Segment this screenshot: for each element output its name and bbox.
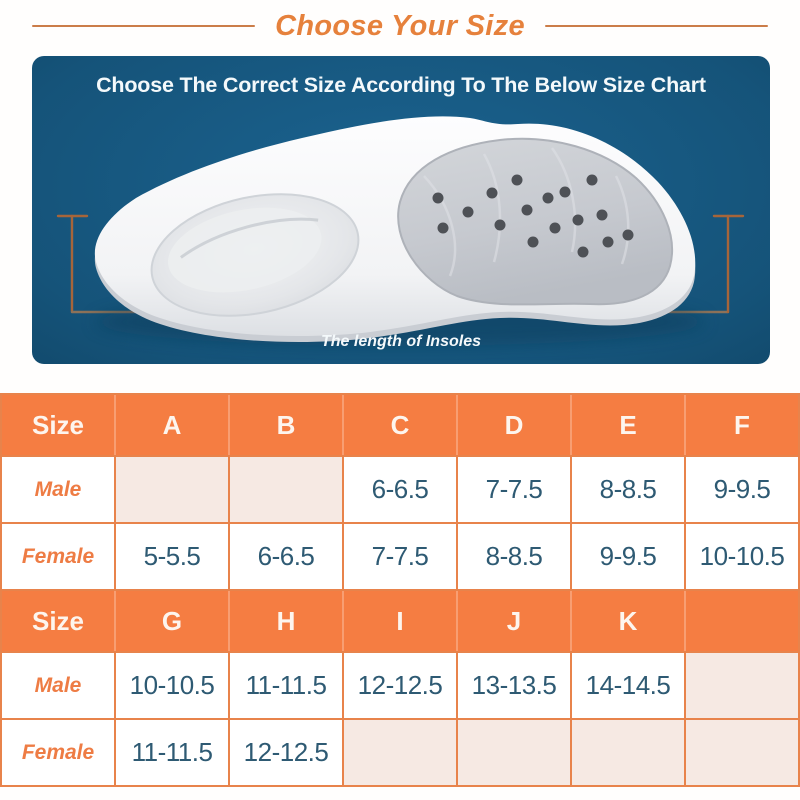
- size-col-header-d: D: [456, 395, 570, 455]
- size-value-cell: 11-11.5: [228, 653, 342, 718]
- insole-length-caption: The length of Insoles: [320, 333, 481, 350]
- size-col-header-h: H: [228, 591, 342, 651]
- size-value-cell: 9-9.5: [570, 524, 684, 589]
- forefoot-pad: [397, 137, 674, 306]
- row-label-male: Male: [34, 673, 82, 697]
- size-value-cell: 9-9.5: [684, 457, 798, 522]
- size-col-header-i: I: [342, 591, 456, 651]
- size-value-cell: [228, 457, 342, 522]
- size-value-cell: 7-7.5: [456, 457, 570, 522]
- size-col-header-e: E: [570, 395, 684, 455]
- size-value-cell: 7-7.5: [342, 524, 456, 589]
- size-value-cell: [114, 457, 228, 522]
- size-header-label: Size: [31, 605, 85, 636]
- title-rule-right: [544, 25, 768, 27]
- size-value-cell: [684, 720, 798, 785]
- size-header-row-2: Size G H I J K: [2, 589, 798, 651]
- size-header-label: Size: [31, 409, 85, 440]
- size-value-cell: 14-14.5: [570, 653, 684, 718]
- female-row-1: Female 5-5.5 6-6.5 7-7.5 8-8.5 9-9.5 10-…: [2, 522, 798, 589]
- female-row-2: Female 11-11.5 12-12.5: [2, 718, 798, 785]
- page-title-row: Choose Your Size: [0, 0, 800, 52]
- male-row-2: Male 10-10.5 11-11.5 12-12.5 13-13.5 14-…: [2, 651, 798, 718]
- size-value-cell: 6-6.5: [228, 524, 342, 589]
- size-value-cell: 10-10.5: [684, 524, 798, 589]
- insole-illustration: [56, 116, 745, 346]
- size-col-header-k: K: [570, 591, 684, 651]
- size-value-cell: 13-13.5: [456, 653, 570, 718]
- heel-gel-pad: [150, 193, 360, 317]
- size-col-header-c: C: [342, 395, 456, 455]
- row-label-female: Female: [21, 544, 95, 568]
- size-col-header-b: B: [228, 395, 342, 455]
- size-value-cell: 6-6.5: [342, 457, 456, 522]
- size-value-cell: 12-12.5: [342, 653, 456, 718]
- size-value-cell: 12-12.5: [228, 720, 342, 785]
- size-col-header-blank: [684, 591, 798, 651]
- size-guide-banner: Choose The Correct Size According To The…: [32, 56, 770, 364]
- title-rule-left: [32, 25, 256, 27]
- male-row-1: Male 6-6.5 7-7.5 8-8.5 9-9.5: [2, 455, 798, 522]
- row-label-male: Male: [34, 477, 82, 501]
- page-title: Choose Your Size: [275, 9, 525, 42]
- size-value-cell: [684, 653, 798, 718]
- size-value-cell: [570, 720, 684, 785]
- banner-heading: Choose The Correct Size According To The…: [96, 73, 706, 97]
- vent-holes: [432, 174, 634, 258]
- size-col-header-a: A: [114, 395, 228, 455]
- size-value-cell: 10-10.5: [114, 653, 228, 718]
- size-header-row-1: Size A B C D E F: [2, 395, 798, 455]
- size-chart-table: Size A B C D E F Male 6-6.5 7-7.5 8-8.5 …: [0, 393, 800, 787]
- size-value-cell: 5-5.5: [114, 524, 228, 589]
- size-col-header-g: G: [114, 591, 228, 651]
- row-label-female: Female: [21, 740, 95, 764]
- size-value-cell: 8-8.5: [456, 524, 570, 589]
- size-col-header-f: F: [684, 395, 798, 455]
- size-col-header-j: J: [456, 591, 570, 651]
- size-value-cell: 8-8.5: [570, 457, 684, 522]
- size-value-cell: [342, 720, 456, 785]
- size-value-cell: 11-11.5: [114, 720, 228, 785]
- pad-marble-texture: [423, 147, 630, 277]
- size-value-cell: [456, 720, 570, 785]
